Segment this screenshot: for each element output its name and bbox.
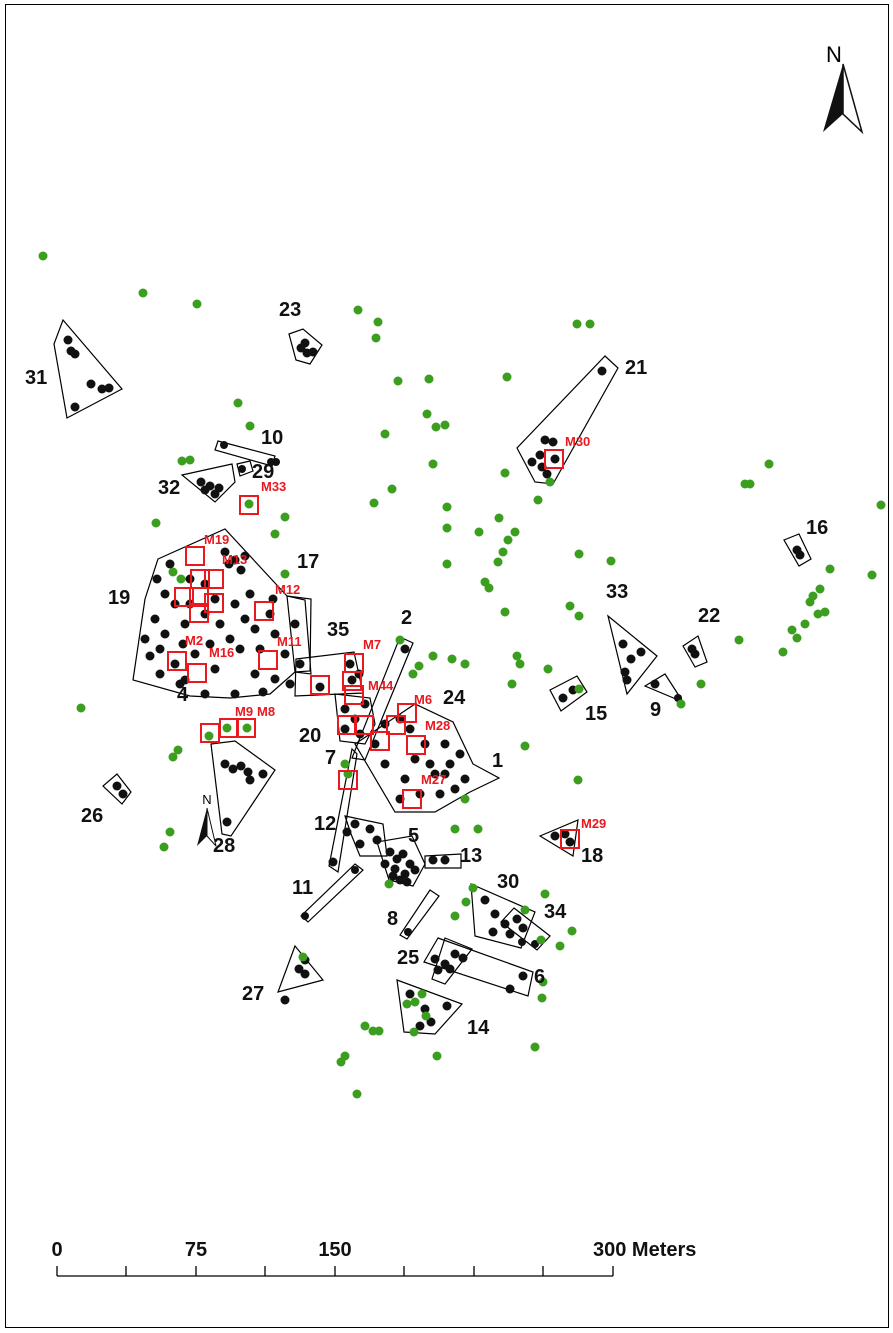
scale-bar: 0 75 150 300 Meters: [51, 1239, 696, 1277]
marker-label-M44: M44: [368, 678, 394, 693]
marker-boxes: [167, 449, 580, 849]
cluster-label-18: 18: [581, 845, 603, 867]
cluster-label-23: 23: [279, 299, 301, 321]
cluster-label-27: 27: [242, 983, 264, 1005]
cluster-label-19: 19: [108, 587, 130, 609]
marker-label-M12: M12: [275, 582, 300, 597]
cluster-label-9: 9: [650, 699, 661, 721]
cluster-label-21: 21: [625, 357, 647, 379]
marker-label-M7: M7: [363, 637, 381, 652]
marker-label-M19: M19: [204, 532, 229, 547]
secondary-points: [38, 251, 886, 1099]
cluster-label-29: 29: [252, 461, 274, 483]
scale-label-300: 300 Meters: [593, 1239, 696, 1261]
cluster-label-8: 8: [387, 908, 398, 930]
inset-north-label: N: [202, 792, 211, 807]
cluster-label-4: 4: [177, 684, 189, 706]
scale-label-150: 150: [318, 1239, 351, 1261]
cluster-label-24: 24: [443, 687, 466, 709]
cluster-label-6: 6: [534, 966, 545, 988]
scale-label-0: 0: [51, 1239, 62, 1261]
marker-label-M8: M8: [257, 704, 275, 719]
cluster-label-35: 35: [327, 619, 349, 641]
marker-labels: M30 M33 M19 M13 M12 M11 M7 M44 M6 M28 M2…: [185, 434, 606, 831]
cluster-label-30: 30: [497, 871, 519, 893]
marker-label-M28: M28: [425, 718, 450, 733]
cluster-label-32: 32: [158, 477, 180, 499]
marker-label-M6: M6: [414, 692, 432, 707]
marker-label-M9: M9: [235, 704, 253, 719]
north-arrow-label: N: [826, 42, 842, 67]
cluster-label-31: 31: [25, 367, 47, 389]
cluster-label-13: 13: [460, 845, 482, 867]
cluster-label-7: 7: [325, 747, 336, 769]
cluster-label-33: 33: [606, 581, 628, 603]
cluster-label-11: 11: [292, 877, 313, 899]
map-svg: N: [5, 4, 889, 1328]
marker-label-M27: M27: [421, 772, 446, 787]
marker-label-M29: M29: [581, 816, 606, 831]
cluster-label-16: 16: [806, 517, 828, 539]
marker-label-M30: M30: [565, 434, 590, 449]
inset-north-arrow-icon: N: [197, 792, 217, 847]
cluster-label-22: 22: [698, 605, 720, 627]
cluster-label-5: 5: [408, 825, 419, 847]
marker-label-M2: M2: [185, 633, 203, 648]
cluster-label-25: 25: [397, 947, 419, 969]
marker-label-M13: M13: [222, 552, 247, 567]
marker-label-M11: M11: [277, 634, 302, 649]
cluster-label-26: 26: [81, 805, 103, 827]
north-arrow-icon: N: [823, 42, 864, 135]
cluster-label-28: 28: [213, 835, 235, 857]
marker-label-M33: M33: [261, 479, 286, 494]
cluster-label-34: 34: [544, 901, 567, 923]
cluster-label-12: 12: [314, 813, 336, 835]
map-canvas: N: [5, 4, 889, 1328]
cluster-label-2: 2: [401, 607, 412, 629]
cluster-points: [63, 335, 805, 1031]
cluster-label-20: 20: [299, 725, 321, 747]
cluster-label-17: 17: [297, 551, 319, 573]
scale-label-75: 75: [185, 1239, 207, 1261]
cluster-label-1: 1: [492, 750, 503, 772]
marker-label-M16: M16: [209, 645, 234, 660]
cluster-label-15: 15: [585, 703, 607, 725]
cluster-outlines: [53, 318, 812, 1035]
cluster-label-10: 10: [261, 427, 283, 449]
cluster-label-14: 14: [467, 1017, 490, 1039]
cluster-labels: 31 23 21 10 29 32 16 17 19 33 2 22 35 4 …: [25, 299, 828, 1039]
map-border: [5, 4, 889, 1328]
